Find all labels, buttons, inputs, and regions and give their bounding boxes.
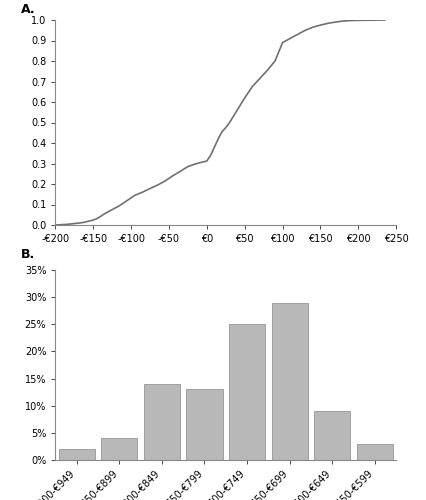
Bar — [272, 302, 308, 460]
Bar — [144, 384, 180, 460]
Text: B.: B. — [21, 248, 35, 260]
Bar — [59, 449, 95, 460]
Bar — [314, 411, 350, 460]
Bar — [357, 444, 393, 460]
Bar — [187, 390, 223, 460]
Bar — [101, 438, 137, 460]
Bar — [229, 324, 265, 460]
Text: A.: A. — [21, 3, 36, 16]
